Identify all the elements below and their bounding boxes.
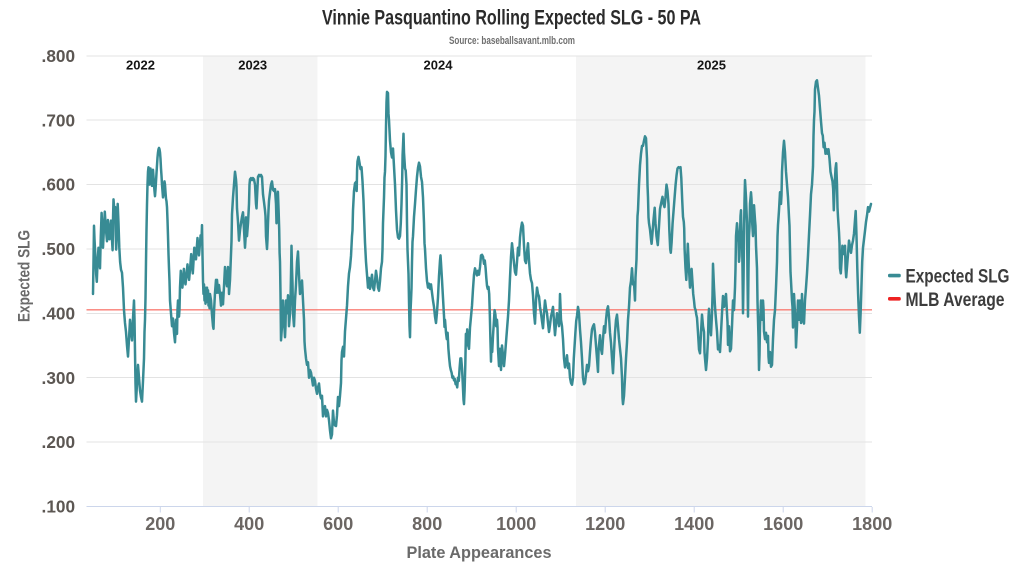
svg-text:.800: .800 — [42, 46, 75, 66]
svg-text:Source: baseballsavant.mlb.com: Source: baseballsavant.mlb.com — [449, 35, 575, 47]
svg-text:.700: .700 — [42, 110, 75, 130]
svg-text:200: 200 — [145, 514, 175, 534]
svg-text:.100: .100 — [42, 497, 75, 517]
svg-text:Plate Appearances: Plate Appearances — [407, 543, 552, 562]
svg-text:800: 800 — [412, 514, 442, 534]
svg-text:Expected SLG: Expected SLG — [15, 230, 34, 322]
svg-text:1800: 1800 — [852, 514, 892, 534]
svg-text:Expected SLG: Expected SLG — [906, 266, 1010, 288]
svg-text:1200: 1200 — [585, 514, 625, 534]
svg-text:Vinnie Pasquantino Rolling Exp: Vinnie Pasquantino Rolling Expected SLG … — [322, 6, 701, 29]
svg-text:2023: 2023 — [238, 58, 267, 73]
svg-text:1600: 1600 — [763, 514, 803, 534]
svg-text:2022: 2022 — [126, 58, 155, 73]
svg-text:.400: .400 — [42, 303, 75, 323]
svg-text:400: 400 — [234, 514, 264, 534]
svg-text:.600: .600 — [42, 175, 75, 195]
svg-text:2024: 2024 — [424, 58, 454, 73]
svg-text:1000: 1000 — [496, 514, 536, 534]
svg-text:.200: .200 — [42, 432, 75, 452]
svg-text:.300: .300 — [42, 368, 75, 388]
svg-text:MLB Average: MLB Average — [906, 289, 1005, 311]
svg-text:2025: 2025 — [697, 58, 726, 73]
svg-text:1400: 1400 — [674, 514, 714, 534]
svg-text:600: 600 — [323, 514, 353, 534]
svg-text:.500: .500 — [42, 239, 75, 259]
